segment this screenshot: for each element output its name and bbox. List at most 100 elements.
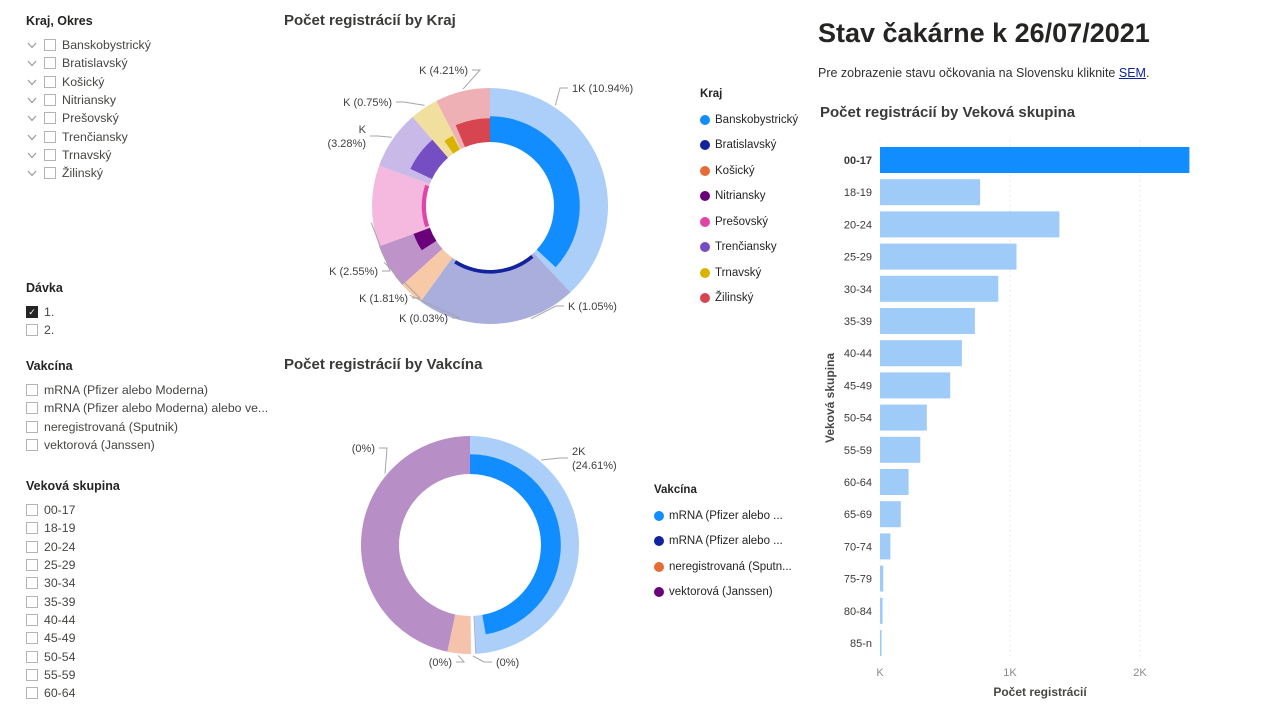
donut-slice-bratislavsk-[interactable] [420,252,571,325]
checkbox-nitriansky[interactable] [44,94,56,107]
legend-item-trnavsk-[interactable]: Trnavský [700,260,798,286]
slicer-item-vektorov-janssen-[interactable]: vektorová (Janssen) [26,436,268,454]
checkbox-50-54[interactable] [26,650,38,663]
checkbox-18-19[interactable] [26,522,38,535]
donut-highlight-nitriansky[interactable] [413,227,437,251]
bar-20-24[interactable] [880,211,1060,238]
slicer-item-1-[interactable]: ✓ 1. [26,303,63,321]
bar-55-59[interactable] [880,436,921,463]
checkbox-mrna-pfizer-alebo-moderna-[interactable] [26,384,38,397]
bar-80-84[interactable] [880,597,883,624]
legend-item-pre-ovsk-[interactable]: Prešovský [700,209,798,235]
legend-item--ilinsk-[interactable]: Žilinský [700,286,798,312]
age-group-bar-chart[interactable]: 00-17 18-19 20-24 25-29 30-34 35-39 40-44 45-49… [820,130,1280,720]
legend-item-tren-iansky[interactable]: Trenčiansky [700,235,798,261]
slicer-item-55-59[interactable]: 55-59 [26,666,120,684]
slicer-item-pre-ovsk-[interactable]: Prešovský [26,109,151,127]
slicer-item-mrna-pfizer-alebo-moderna-alebo-ve-[interactable]: mRNA (Pfizer alebo Moderna) alebo ve... [26,399,268,417]
slicer-item-2-[interactable]: 2. [26,321,63,339]
bar-85-n[interactable] [880,630,882,656]
sem-link[interactable]: SEM [1118,66,1146,80]
donut-highlight-tren-iansky[interactable] [410,139,449,179]
legend-item-ko-ick-[interactable]: Košický [700,158,798,184]
bar-40-44[interactable] [880,340,962,367]
slicer-item-tren-iansky[interactable]: Trenčiansky [26,127,151,145]
slicer-item-50-54[interactable]: 50-54 [26,647,120,665]
bar-25-29[interactable] [880,243,1017,270]
slicer-item--ilinsk-[interactable]: Žilinský [26,164,151,182]
slicer-item-30-34[interactable]: 30-34 [26,574,120,592]
donut-highlight-banskobystrick-[interactable] [490,116,580,268]
legend-item-mrna-pfizer-alebo-[interactable]: mRNA (Pfizer alebo ... [654,503,792,529]
bar-50-54[interactable] [880,404,927,431]
slicer-item-40-44[interactable]: 40-44 [26,611,120,629]
checkbox-vektorov-janssen-[interactable] [26,439,38,452]
checkbox-1-[interactable]: ✓ [26,306,38,319]
slicer-item-neregistrovan-sputnik-[interactable]: neregistrovaná (Sputnik) [26,418,268,436]
chevron-down-icon[interactable] [26,94,38,106]
slicer-item-25-29[interactable]: 25-29 [26,556,120,574]
bar-75-79[interactable] [880,565,884,592]
donut-highlight-bratislavsk-[interactable] [454,255,534,274]
slicer-item-35-39[interactable]: 35-39 [26,592,120,610]
legend-item-banskobystrick-[interactable]: Banskobystrický [700,107,798,133]
chevron-down-icon[interactable] [26,149,38,161]
checkbox-tren-iansky[interactable] [44,130,56,143]
donut-slice-mrna-pfizer-alebo-[interactable] [470,436,579,654]
donut-highlight-pre-ovsk-[interactable] [421,184,430,228]
donut-slice-ko-ick-[interactable] [402,248,453,302]
donut-highlight-trnavsk-[interactable] [444,135,460,154]
kraj-donut-chart[interactable]: 1K (10.94%) K (1.05%) K (0.03%) K (1.81%) K … [300,40,700,350]
checkbox-pre-ovsk-[interactable] [44,112,56,125]
checkbox-mrna-pfizer-alebo-moderna-alebo-ve-[interactable] [26,402,38,415]
vakcina-donut-chart[interactable]: 2K (24.61%) (0%) (0%) (0%) [300,388,700,688]
slicer-item-trnavsk-[interactable]: Trnavský [26,146,151,164]
checkbox-banskobystrick-[interactable] [44,39,56,52]
chevron-down-icon[interactable] [26,112,38,124]
checkbox-60-64[interactable] [26,687,38,700]
slicer-item-60-64[interactable]: 60-64 [26,684,120,702]
checkbox-25-29[interactable] [26,559,38,572]
bar-65-69[interactable] [880,501,901,528]
chevron-down-icon[interactable] [26,57,38,69]
slicer-item-bratislavsk-[interactable]: Bratislavský [26,54,151,72]
bar-00-17[interactable] [880,147,1190,173]
slicer-item-banskobystrick-[interactable]: Banskobystrický [26,36,151,54]
chevron-down-icon[interactable] [26,39,38,51]
slicer-item-18-19[interactable]: 18-19 [26,519,120,537]
checkbox-55-59[interactable] [26,668,38,681]
checkbox-neregistrovan-sputnik-[interactable] [26,420,38,433]
checkbox-trnavsk-[interactable] [44,148,56,161]
donut-highlight--ilinsk-[interactable] [455,118,490,148]
checkbox-35-39[interactable] [26,595,38,608]
legend-item-neregistrovan-sputn-[interactable]: neregistrovaná (Sputn... [654,554,792,580]
checkbox-40-44[interactable] [26,613,38,626]
slicer-item-mrna-pfizer-alebo-moderna-[interactable]: mRNA (Pfizer alebo Moderna) [26,381,268,399]
donut-slice-neregistrovan-sputn-[interactable] [447,614,471,654]
donut-slice-mrna-pfizer-alebo-[interactable] [473,615,477,654]
slicer-item-20-24[interactable]: 20-24 [26,538,120,556]
bar-30-34[interactable] [880,275,999,302]
bar-45-49[interactable] [880,372,951,399]
slicer-item-nitriansky[interactable]: Nitriansky [26,91,151,109]
donut-highlight-mrna-pfizer-alebo-[interactable] [470,454,561,635]
chevron-down-icon[interactable] [26,76,38,88]
slicer-item-ko-ick-[interactable]: Košický [26,73,151,91]
bar-18-19[interactable] [880,179,981,206]
checkbox-45-49[interactable] [26,632,38,645]
chevron-down-icon[interactable] [26,131,38,143]
checkbox-20-24[interactable] [26,540,38,553]
legend-item-nitriansky[interactable]: Nitriansky [700,184,798,210]
checkbox-bratislavsk-[interactable] [44,57,56,70]
checkbox-ko-ick-[interactable] [44,75,56,88]
bar-60-64[interactable] [880,469,909,495]
slicer-item-45-49[interactable]: 45-49 [26,629,120,647]
checkbox--ilinsk-[interactable] [44,167,56,180]
donut-slice-pre-ovsk-[interactable] [372,165,430,247]
donut-slice-vektorov-janssen-[interactable] [361,436,470,652]
checkbox-00-17[interactable] [26,504,38,517]
slicer-item-00-17[interactable]: 00-17 [26,501,120,519]
checkbox-2-[interactable] [26,324,38,337]
legend-item-vektorov-janssen-[interactable]: vektorová (Janssen) [654,580,792,606]
bar-35-39[interactable] [880,308,975,334]
